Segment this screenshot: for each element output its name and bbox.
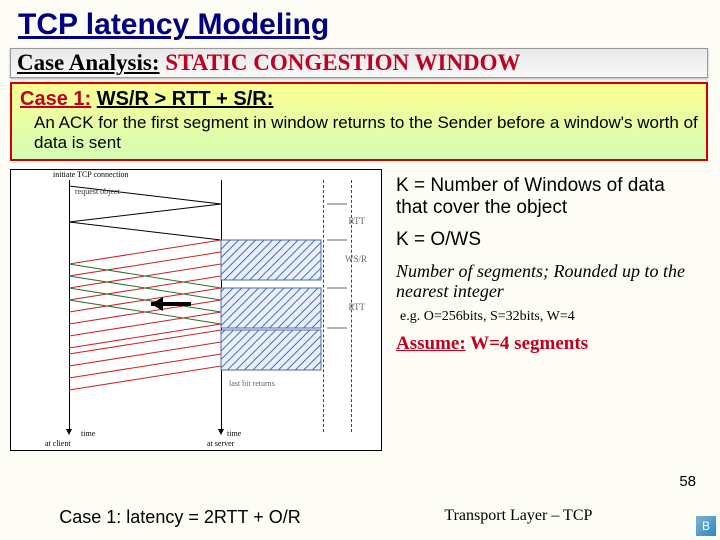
case-label: Case 1: — [20, 88, 91, 110]
slide-number: 58 — [679, 473, 696, 490]
corner-badge: B — [696, 516, 716, 536]
assume-value: W=4 segments — [470, 333, 588, 354]
example-values: e.g. O=256bits, S=32bits, W=4 — [400, 309, 696, 325]
right-column: K = Number of Windows of data that cover… — [382, 167, 702, 451]
assume-line: Assume: W=4 segments — [396, 333, 696, 355]
subtitle-label: Case Analysis: — [17, 50, 160, 75]
timing-diagram: initiate TCP connection request object R… — [10, 169, 382, 451]
diagram-time-l: time — [81, 429, 95, 438]
subtitle-highlight: STATIC CONGESTION WINDOW — [165, 50, 520, 75]
diagram-rtt-label-1: RTT — [349, 216, 365, 226]
case-expression: WS/R > RTT + S/R: — [97, 88, 274, 110]
page-title: TCP latency Modeling — [0, 0, 720, 46]
latency-formula: Case 1: latency = 2RTT + O/R — [0, 507, 360, 528]
footer: Case 1: latency = 2RTT + O/R Transport L… — [0, 507, 720, 528]
case-body: An ACK for the first segment in window r… — [20, 111, 698, 153]
diagram-time-r: time — [227, 429, 241, 438]
case-heading: Case 1: WS/R > RTT + S/R: — [20, 88, 698, 111]
footer-topic: Transport Layer – TCP — [360, 507, 677, 528]
diagram-rtt-label-2: RTT — [349, 302, 365, 312]
arrow-down-icon — [218, 429, 224, 435]
diagram-bot-server: at server — [207, 439, 234, 448]
k-equation: K = O/WS — [396, 229, 696, 251]
diagram-wsr-label: WS/R — [345, 254, 367, 264]
diagram-request-label: request object — [75, 188, 120, 196]
rounding-note: Number of segments; Rounded up to the ne… — [396, 261, 696, 301]
diagram-top-left: initiate TCP connection — [53, 170, 129, 179]
diagram-lastack-label: last bit returns — [229, 380, 275, 388]
arrow-down-icon — [66, 429, 72, 435]
k-definition: K = Number of Windows of data that cover… — [396, 175, 696, 219]
subtitle-bar: Case Analysis: STATIC CONGESTION WINDOW — [10, 48, 708, 78]
diagram-bot-client: at client — [45, 439, 71, 448]
assume-label: Assume: — [396, 333, 466, 354]
case-box: Case 1: WS/R > RTT + S/R: An ACK for the… — [10, 82, 708, 161]
